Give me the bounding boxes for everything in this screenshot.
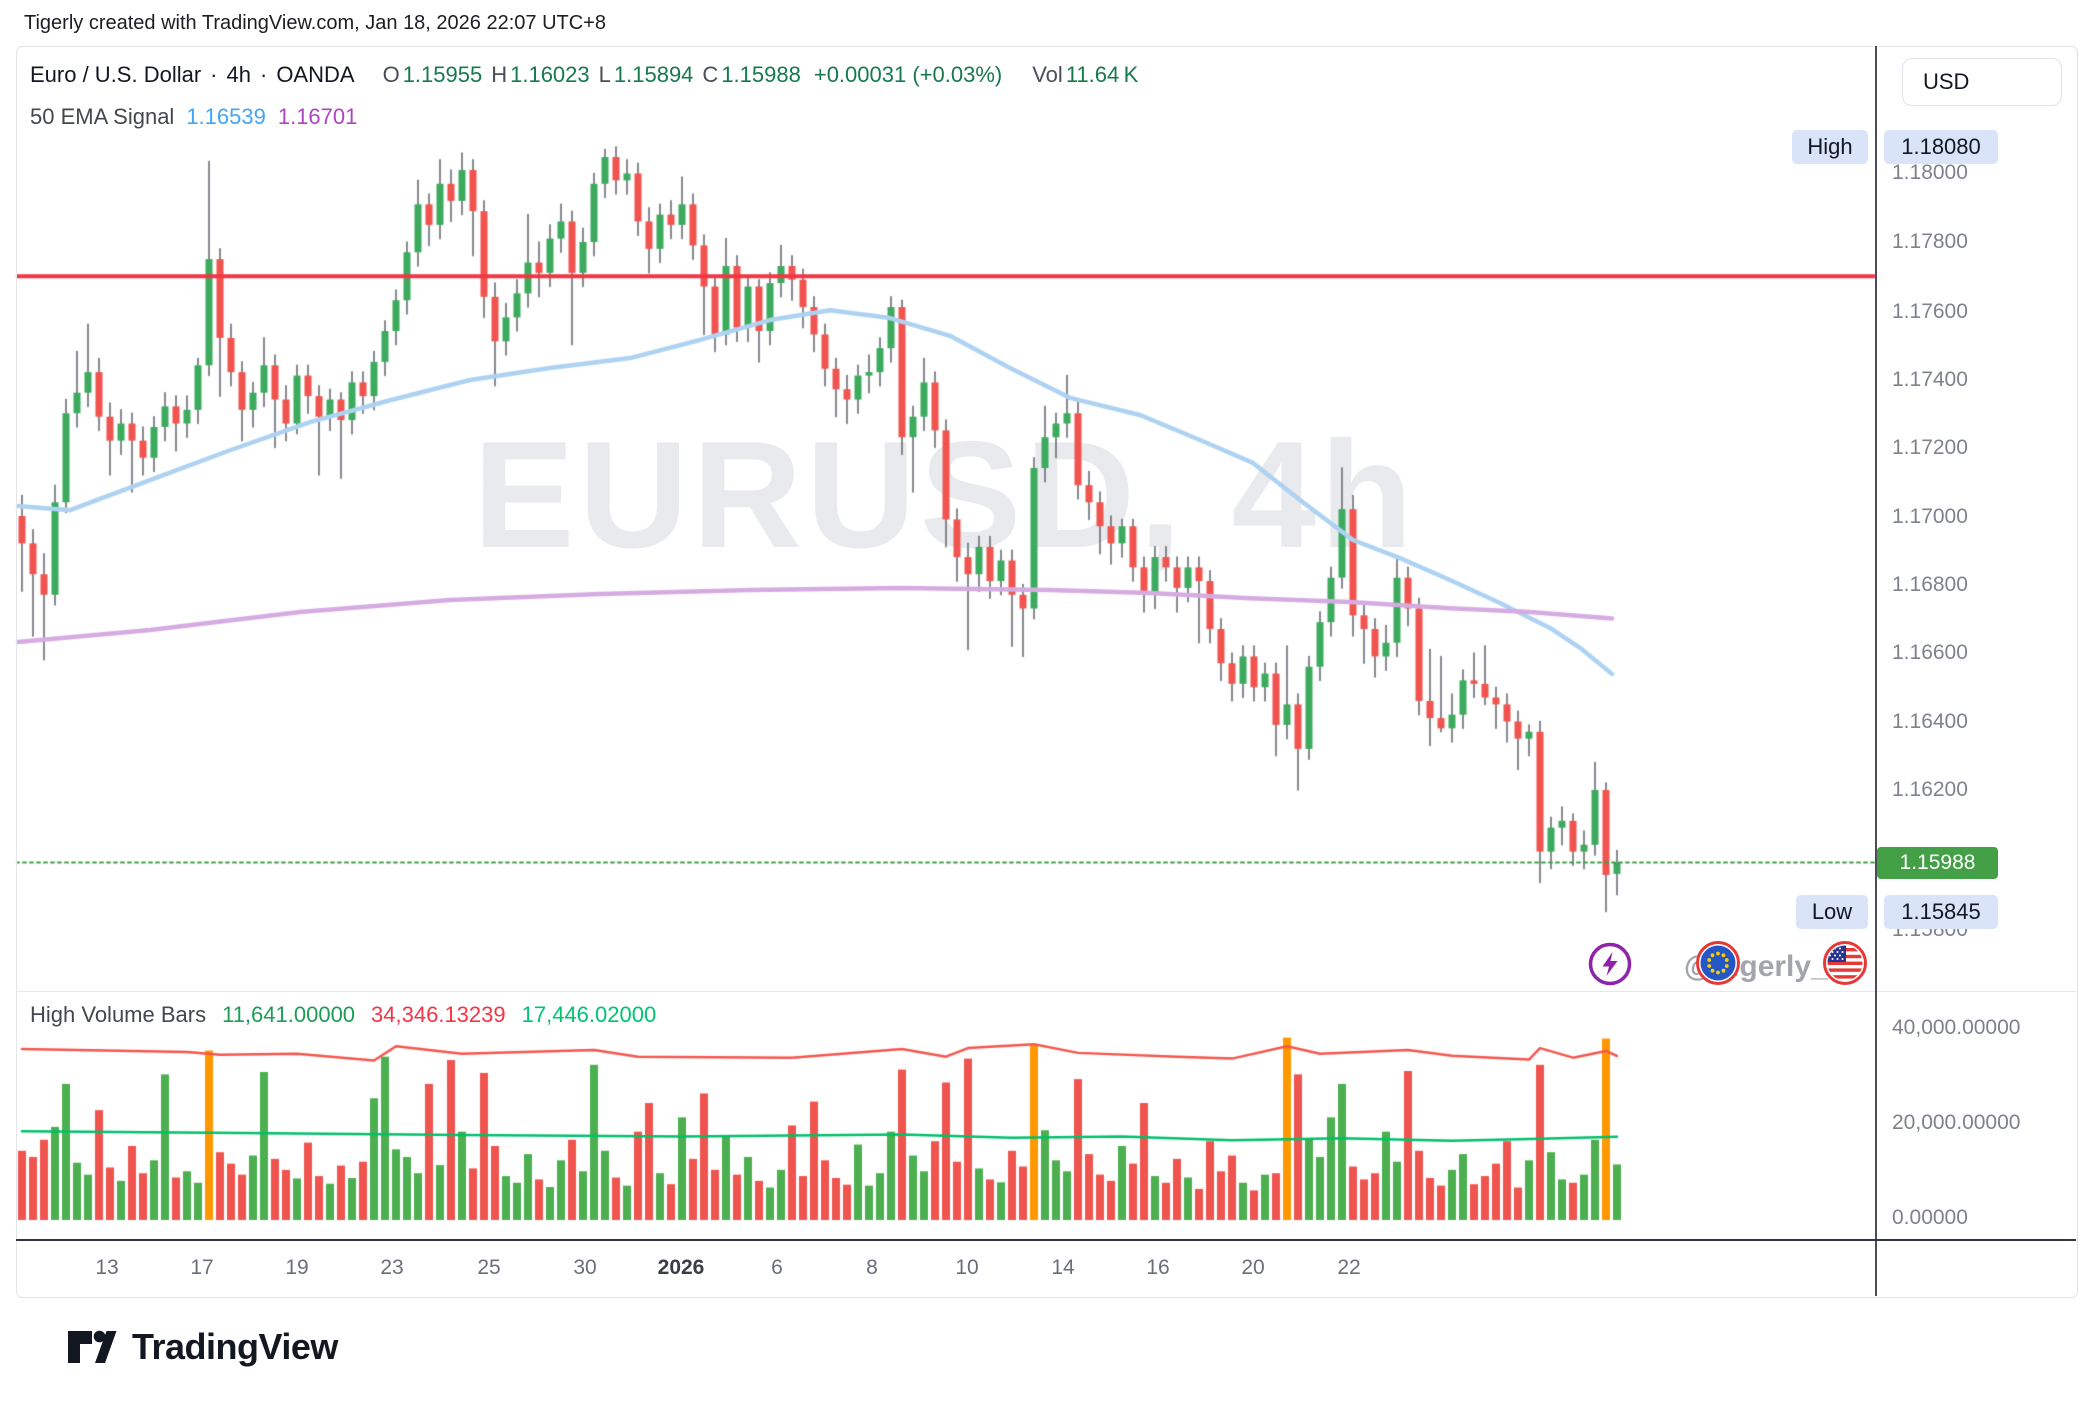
price-tick: 1.17200 xyxy=(1892,436,1968,459)
price-tick: 1.16400 xyxy=(1892,710,1968,733)
volume-label: Vol xyxy=(1032,62,1063,87)
tradingview-logo-text: TradingView xyxy=(132,1326,338,1367)
close-value: 1.15988 xyxy=(721,62,801,87)
time-tick: 6 xyxy=(771,1256,783,1279)
close-label: C xyxy=(702,62,719,87)
tradingview-logo-icon xyxy=(68,1330,117,1363)
volume-tick: 20,000.00000 xyxy=(1892,1111,2021,1134)
low-label: L xyxy=(598,62,611,87)
time-tick: 13 xyxy=(95,1256,119,1279)
open-value: 1.15955 xyxy=(402,62,483,87)
exchange-label: OANDA xyxy=(276,62,355,87)
low-marker-value: 1.15845 xyxy=(1884,895,1998,929)
high-value: 1.16023 xyxy=(510,62,590,87)
attribution-note: Tigerly created with TradingView.com, Ja… xyxy=(24,12,606,34)
symbol-title-row: Euro / U.S. Dollar · 4h · OANDA O 1.1595… xyxy=(30,62,1138,88)
high-marker-value: 1.18080 xyxy=(1884,130,1998,164)
separator-dot: · xyxy=(259,62,268,87)
price-tick: 1.16200 xyxy=(1892,778,1968,801)
price-tick: 1.17600 xyxy=(1892,300,1968,323)
us-flag-icon xyxy=(1823,941,1867,985)
price-tick: 1.17400 xyxy=(1892,368,1968,391)
lightning-icon[interactable] xyxy=(1588,942,1632,986)
time-tick: 2026 xyxy=(657,1256,705,1279)
open-label: O xyxy=(382,62,400,87)
symbol-name[interactable]: Euro / U.S. Dollar xyxy=(30,62,202,87)
time-tick: 23 xyxy=(380,1256,404,1279)
price-tick: 1.18000 xyxy=(1892,161,1968,184)
ema-fast-value: 1.16539 xyxy=(186,104,266,129)
volume-last-value: 11,641.00000 xyxy=(222,1002,356,1027)
time-tick: 10 xyxy=(955,1256,979,1279)
volume-tick: 0.00000 xyxy=(1892,1206,1968,1229)
volume-tick: 40,000.00000 xyxy=(1892,1016,2021,1039)
high-label: H xyxy=(491,62,508,87)
ema-indicator-row: 50 EMA Signal 1.16539 1.16701 xyxy=(30,104,357,130)
interval-label[interactable]: 4h xyxy=(226,62,251,87)
volume-average-value: 17,446.02000 xyxy=(521,1002,657,1027)
high-marker-label: High xyxy=(1792,130,1868,164)
time-tick: 25 xyxy=(477,1256,501,1279)
tradingview-logo[interactable]: TradingView xyxy=(66,1326,338,1368)
time-tick: 20 xyxy=(1241,1256,1265,1279)
price-tick: 1.16800 xyxy=(1892,573,1968,596)
ema-slow-value: 1.16701 xyxy=(277,104,358,129)
price-tick: 1.16600 xyxy=(1892,641,1968,664)
time-tick: 17 xyxy=(190,1256,214,1279)
ema-indicator-label[interactable]: 50 EMA Signal xyxy=(30,104,175,129)
time-tick: 16 xyxy=(1146,1256,1170,1279)
currency-label: USD xyxy=(1923,69,1970,94)
volume-value: 11.64 K xyxy=(1065,62,1139,87)
eu-flag-icon xyxy=(1696,941,1740,985)
low-marker-label: Low xyxy=(1796,895,1868,929)
price-tick: 1.17000 xyxy=(1892,505,1968,528)
price-axis-line xyxy=(1875,46,1877,1296)
time-tick: 14 xyxy=(1051,1256,1075,1279)
change-value: +0.00031 (+0.03%) xyxy=(813,62,1003,87)
pane-divider xyxy=(16,991,2076,992)
volume-threshold-value: 34,346.13239 xyxy=(371,1002,506,1027)
time-axis-line xyxy=(16,1239,2076,1241)
time-tick: 19 xyxy=(285,1256,309,1279)
separator-dot: · xyxy=(210,62,218,87)
last-price-badge: 1.15988 xyxy=(1877,847,1998,879)
volume-indicator-label[interactable]: High Volume Bars xyxy=(30,1002,207,1027)
currency-button[interactable]: USD xyxy=(1902,58,2062,106)
volume-indicator-row: High Volume Bars 11,641.00000 34,346.132… xyxy=(30,1002,656,1028)
time-tick: 30 xyxy=(573,1256,597,1279)
time-tick: 8 xyxy=(866,1256,878,1279)
time-tick: 22 xyxy=(1337,1256,1361,1279)
low-value: 1.15894 xyxy=(613,62,694,87)
price-tick: 1.17800 xyxy=(1892,230,1968,253)
